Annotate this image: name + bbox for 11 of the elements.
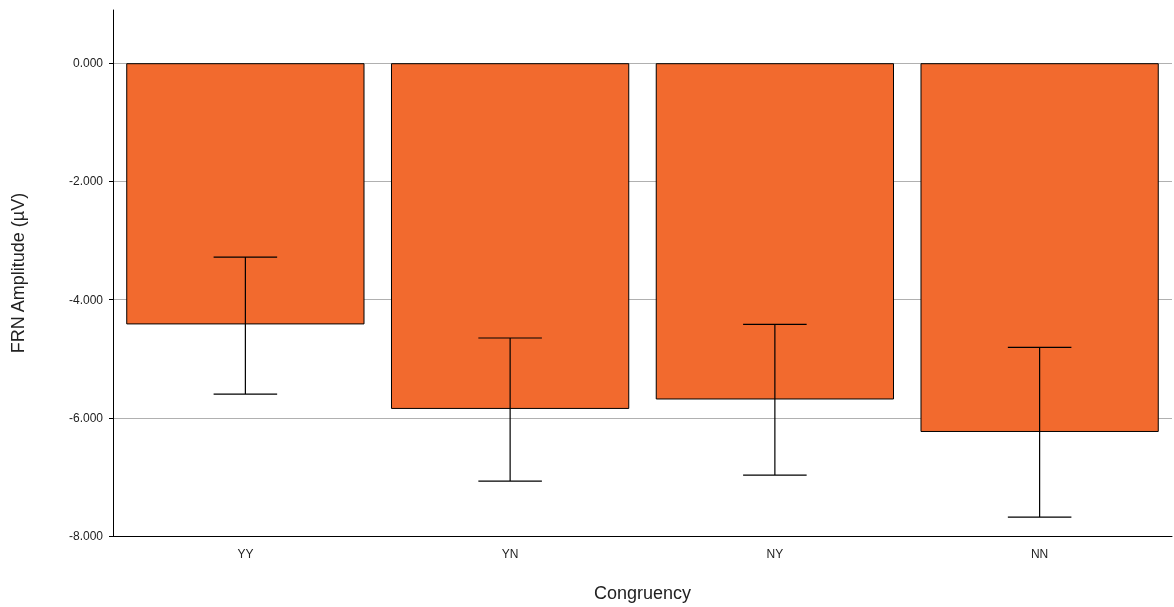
y-tick-label: -4.000 [68, 292, 104, 307]
y-tick-label: -6.000 [68, 410, 104, 425]
x-tick-label: NY [766, 547, 784, 561]
y-axis-title: FRN Amplitude (µV) [8, 192, 28, 354]
x-tick-label: YN [501, 547, 519, 561]
x-tick-label: YY [237, 547, 254, 561]
x-axis-title: Congruency [593, 583, 692, 603]
y-tick-label: -8.000 [68, 529, 104, 543]
y-tick-label: 0.000 [72, 56, 104, 71]
x-tick-label: NN [1030, 547, 1049, 561]
y-tick-label: -2.000 [68, 174, 104, 189]
